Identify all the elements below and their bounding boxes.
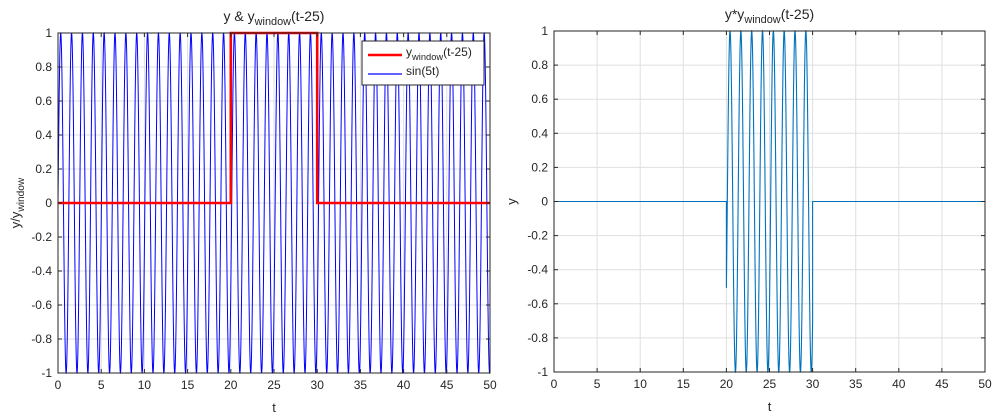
x-tick-label: 25 [763,377,777,391]
x-tick-label: 20 [720,377,734,391]
x-tick-label: 50 [978,377,992,391]
y-tick-label: 0.8 [35,60,52,74]
chart-title-subscript: window [743,14,780,26]
y-tick-label: -0.2 [31,230,52,244]
ticks: 0 5 10 15 20 25 30 35 40 45 50 -1 -0.8 -0.6 -0.4 -0.2 0 0… [31,26,497,392]
y-tick-label: 0 [541,195,548,209]
legend-box [361,40,485,86]
x-tick-label: 15 [181,378,195,392]
chart-title-tail: (t-25) [291,8,324,24]
right-chart: 0 5 10 15 20 25 30 35 40 45 50 -1 -0.8 -0.6 -0.4 -0.2 0 0… [504,6,992,414]
x-axis-label: t [272,400,276,415]
x-tick-label: 45 [935,377,949,391]
x-tick-label: 35 [354,378,368,392]
y-tick-label: -1 [41,366,52,380]
x-tick-label: 15 [677,377,691,391]
x-tick-label: 30 [806,377,820,391]
series-group [554,29,985,374]
legend-label-0-base: y [406,45,412,59]
legend-label-0-tail: (t-25) [443,45,472,59]
chart-title: y & ywindow(t-25) [224,8,325,28]
y-tick-label: -1 [537,365,548,379]
y-tick-label: -0.8 [527,331,548,345]
chart-title-subscript: window [254,16,291,28]
legend-label-1-base: sin(5t) [406,64,439,78]
x-tick-label: 20 [224,378,238,392]
x-tick-label: 50 [483,378,497,392]
y-axis-label-base: y [504,198,519,205]
x-tick-label: 10 [634,377,648,391]
x-tick-label: 40 [397,378,411,392]
y-tick-label: 0.2 [35,162,52,176]
y-tick-label: 0.4 [531,126,548,140]
x-tick-label: 0 [55,378,62,392]
y-tick-label: -0.2 [527,229,548,243]
y-tick-label: 0.6 [35,94,52,108]
x-tick-label: 35 [849,377,863,391]
y-axis-label: y/ywindow [8,177,27,228]
x-tick-label: 10 [138,378,152,392]
chart-title-base: y & y [224,8,255,24]
x-tick-label: 30 [311,378,325,392]
ticks: 0 5 10 15 20 25 30 35 40 45 50 -1 -0.8 -0.6 -0.4 -0.2 0 0… [527,24,992,391]
x-tick-label: 45 [440,378,454,392]
x-tick-label: 40 [892,377,906,391]
y-tick-label: 0.8 [531,58,548,72]
y-tick-label: -0.4 [527,263,548,277]
x-tick-label: 5 [594,377,601,391]
chart-title-base: y*y [725,6,744,22]
chart-title-tail: (t-25) [781,6,814,22]
y-tick-label: 0 [45,196,52,210]
y-tick-label: 0.6 [531,92,548,106]
legend: ywindow(t-25) sin(5t) [361,40,485,86]
y-tick-label: 1 [45,26,52,40]
y-tick-label: 0.4 [35,128,52,142]
y-tick-label: -0.8 [31,332,52,346]
x-tick-label: 0 [551,377,558,391]
chart-title: y*ywindow(t-25) [725,6,814,26]
x-tick-label: 25 [267,378,281,392]
y-axis-label-base: y/y [8,211,23,228]
y-tick-label: 1 [541,24,548,38]
legend-label-1: sin(5t) [406,64,439,78]
y-axis-label: y [504,198,519,205]
legend-label-0: ywindow(t-25) [406,45,472,62]
x-tick-label: 5 [98,378,105,392]
left-chart: 0 5 10 15 20 25 30 35 40 45 50 -1 -0.8 -0.6 -0.4 -0.2 0 0… [8,8,497,415]
legend-label-0-subscript: window [411,52,443,62]
x-axis-label: t [768,399,772,414]
series-line-0 [554,29,985,374]
y-tick-label: -0.4 [31,264,52,278]
y-axis-label-subscript: window [16,177,27,212]
y-tick-label: -0.6 [31,298,52,312]
y-tick-label: 0.2 [531,160,548,174]
y-tick-label: -0.6 [527,297,548,311]
